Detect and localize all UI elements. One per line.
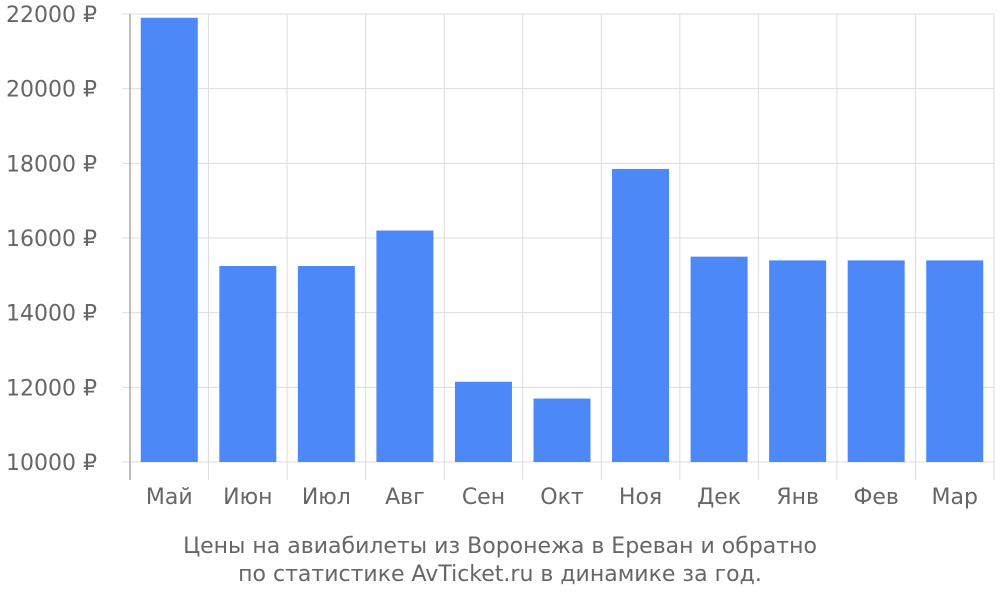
x-tick-labels: Май Июн Июл Авг Сен Окт Ноя Дек Янв Фев Мар [146,485,978,510]
bar [533,398,591,462]
bar [847,260,905,462]
axes [122,13,131,480]
bar [297,266,355,462]
bar [612,168,670,462]
bars [140,17,984,462]
bar [219,266,277,462]
grid-lines [129,13,995,480]
x-tick-label: Окт [540,485,584,510]
y-tick-label: 14000 ₽ [6,302,97,327]
x-tick-label: Авг [385,485,425,510]
x-tick-label: Июн [223,485,272,510]
bar [140,17,198,462]
bar-chart: 10000 ₽ 12000 ₽ 14000 ₽ 16000 ₽ 18000 ₽ 20000… [6,3,995,510]
bar [769,260,827,462]
x-tick-label: Фев [853,485,898,510]
y-tick-label: 10000 ₽ [6,451,97,476]
x-tick-label: Сен [462,485,505,510]
x-tick-label: Янв [776,485,819,510]
y-tick-label: 16000 ₽ [6,227,97,252]
bar [454,381,512,462]
bar [690,256,748,462]
y-tick-labels: 10000 ₽ 12000 ₽ 14000 ₽ 16000 ₽ 18000 ₽ 20000… [6,3,97,476]
chart-caption: Цены на авиабилеты из Воронежа в Ереван … [0,533,1000,589]
x-tick-label: Июл [302,485,351,510]
caption-line-1: Цены на авиабилеты из Воронежа в Ереван … [183,534,817,559]
y-tick-label: 18000 ₽ [6,152,97,177]
y-tick-label: 12000 ₽ [6,376,97,401]
x-tick-label: Мар [932,485,978,510]
x-tick-label: Ноя [619,485,662,510]
bar [376,230,434,462]
y-tick-label: 22000 ₽ [6,3,97,28]
y-tick-label: 20000 ₽ [6,78,97,103]
caption-line-2: по статистике AvTicket.ru в динамике за … [238,562,762,587]
bar [926,260,984,462]
x-tick-label: Май [146,485,193,510]
x-tick-label: Дек [697,485,741,510]
